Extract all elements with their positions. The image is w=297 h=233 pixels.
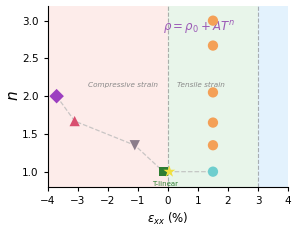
Point [211, 90, 215, 94]
Point [211, 19, 215, 23]
Point [132, 143, 137, 147]
Point [54, 94, 59, 98]
Y-axis label: $n$: $n$ [6, 91, 20, 101]
Point [211, 170, 215, 174]
Text: $\rho = \rho_0 + AT^n$: $\rho = \rho_0 + AT^n$ [163, 19, 235, 36]
Point [211, 121, 215, 124]
Text: T-linear: T-linear [152, 181, 178, 187]
Text: Tensile strain: Tensile strain [177, 82, 225, 88]
Bar [168, 6, 258, 187]
Point [211, 44, 215, 48]
Text: Compressive strain: Compressive strain [88, 82, 158, 88]
Bar [48, 6, 168, 187]
Bar [258, 6, 288, 187]
Point [161, 170, 166, 174]
Point [167, 170, 172, 174]
X-axis label: $\varepsilon_{xx}$ (%): $\varepsilon_{xx}$ (%) [147, 211, 189, 227]
Point [211, 143, 215, 147]
Point [72, 119, 77, 123]
